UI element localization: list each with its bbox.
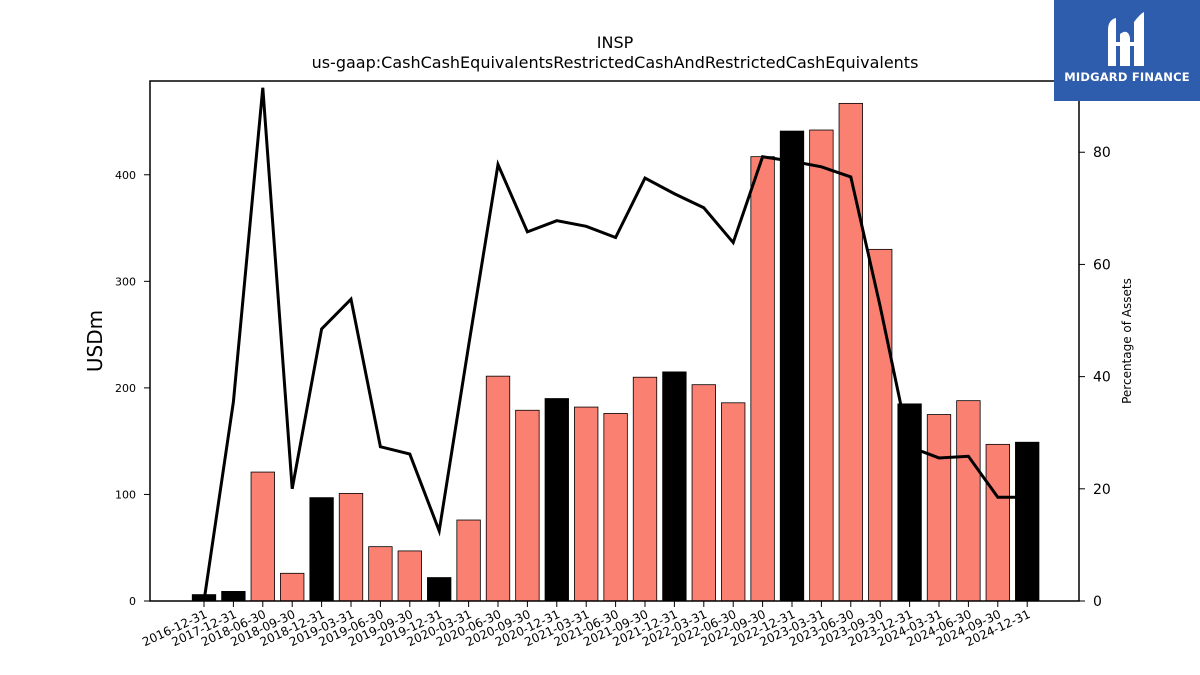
bar-2020-09-30 <box>515 409 540 602</box>
y-tick-label: 0 <box>129 595 136 608</box>
bar-2019-06-30 <box>368 546 393 602</box>
bar-2022-06-30 <box>721 402 746 602</box>
bar-2022-12-31 <box>779 130 805 602</box>
y-axis-right-label: Percentage of Assets <box>1120 278 1134 404</box>
y-right-tick-label: 20 <box>1093 482 1111 498</box>
plot-frame <box>149 80 1080 602</box>
y-axis-label: USDm <box>83 310 107 372</box>
bar-2022-03-31 <box>691 384 716 602</box>
chart-title: INSP <box>597 33 634 52</box>
brand-name: MIDGARD FINANCE <box>1064 70 1190 84</box>
y-axis-left: 0 100 200 300 400 <box>115 169 150 608</box>
chart-subtitle: us-gaap:CashCashEquivalentsRestrictedCas… <box>312 53 919 72</box>
x-axis: 2016-12-312017-12-312018-06-302018-09-30… <box>140 601 1032 649</box>
bar-2019-03-31 <box>338 492 364 602</box>
bar-2021-09-30 <box>632 376 658 602</box>
bar-2021-12-31 <box>662 371 687 602</box>
bar-2022-09-30 <box>750 156 775 602</box>
logo-icon <box>1108 12 1144 66</box>
bar-2018-12-31 <box>309 497 334 602</box>
bar-2024-06-30 <box>956 400 981 602</box>
bar-2019-12-31 <box>427 577 452 602</box>
y-tick-label: 400 <box>115 169 136 182</box>
bar-2019-09-30 <box>397 550 422 602</box>
bar-2023-12-31 <box>897 403 922 602</box>
bar-2024-03-31 <box>926 414 952 602</box>
bar-2021-03-31 <box>574 406 599 602</box>
bar-2024-12-31 <box>1015 441 1040 602</box>
bar-2020-03-31 <box>456 519 481 602</box>
y-right-tick-label: 80 <box>1093 145 1111 161</box>
y-right-tick-label: 60 <box>1093 257 1111 273</box>
bar-2020-06-30 <box>485 375 511 602</box>
bar-2017-12-31 <box>221 591 246 602</box>
y-tick-label: 100 <box>115 488 136 501</box>
y-tick-label: 300 <box>115 275 136 288</box>
bar-2018-06-30 <box>250 471 275 602</box>
bar-2023-03-31 <box>809 129 834 602</box>
bar-2024-09-30 <box>985 443 1010 602</box>
brand-logo: MIDGARD FINANCE <box>1054 0 1200 101</box>
y-right-tick-label: 40 <box>1093 370 1111 386</box>
y-tick-label: 200 <box>115 382 136 395</box>
bar-2018-09-30 <box>280 572 305 602</box>
bar-2020-12-31 <box>544 398 569 602</box>
y-axis-right: 0 20 40 60 80 <box>1079 145 1111 610</box>
y-right-tick-label: 0 <box>1093 594 1102 610</box>
line-group <box>202 87 1028 602</box>
percentage-line <box>202 87 1028 602</box>
bar-2021-06-30 <box>603 413 628 602</box>
bar-group <box>191 102 1040 602</box>
